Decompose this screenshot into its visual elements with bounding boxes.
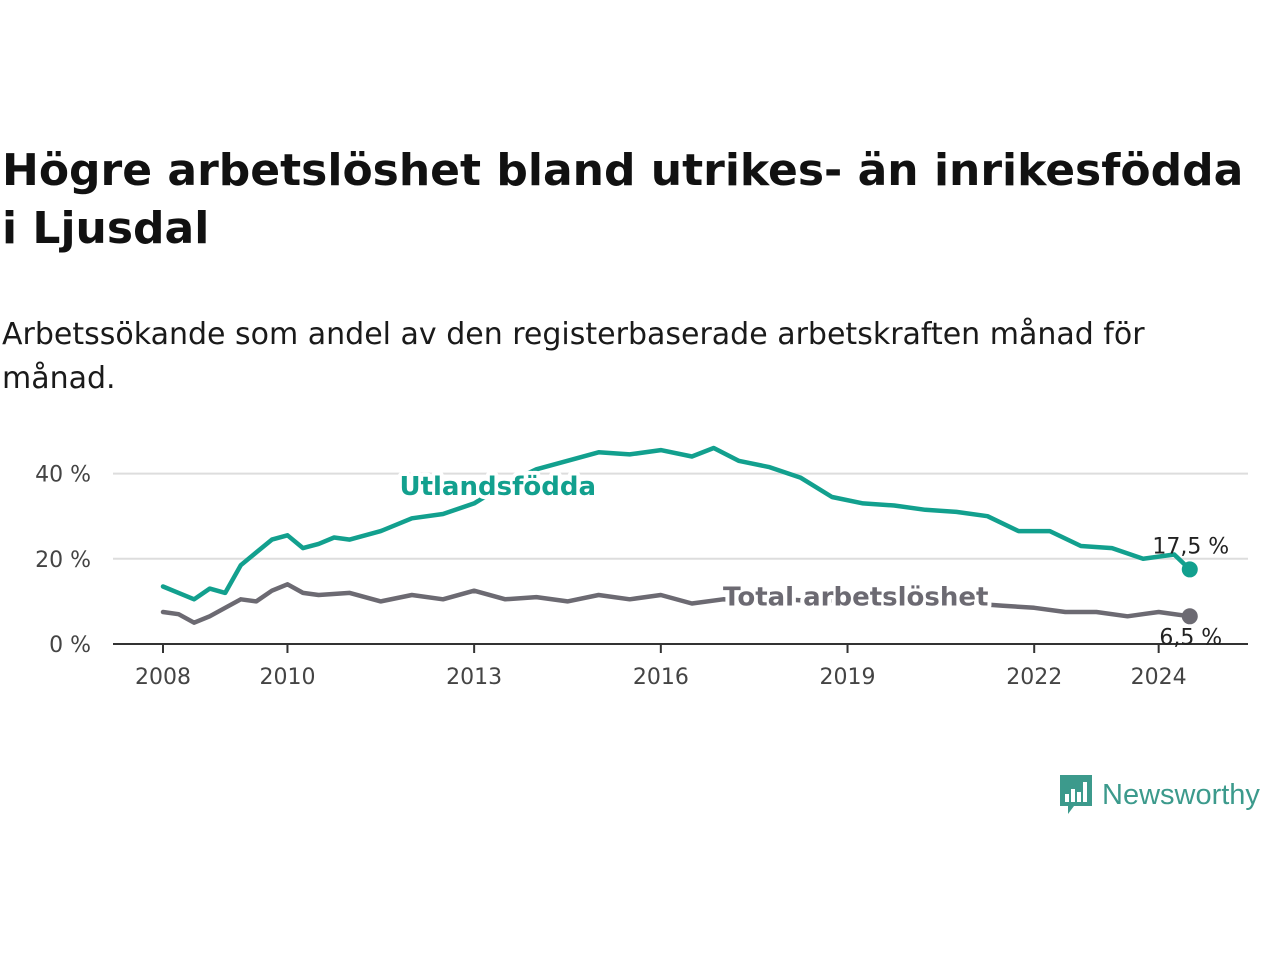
label-layer: 17,5 %6,5 %UtlandsföddaUtlandsföddaTotal… xyxy=(395,468,1229,650)
series-name-label-1: Utlandsfödda xyxy=(399,472,596,502)
x-tick-label: 2010 xyxy=(259,665,315,690)
x-tick-label: 2024 xyxy=(1131,665,1187,690)
y-tick-label: 20 % xyxy=(35,548,91,573)
series-name-label-halo-2: Total arbetslöshet xyxy=(723,583,988,613)
series-line-1 xyxy=(160,445,1193,602)
axis-layer: 0 % 20 % 40 % 2008 2010 2013 2016 2019 2022 2024 xyxy=(35,463,1248,690)
chart-subtitle: Arbetssökande som andel av den registerb… xyxy=(2,317,1145,396)
series-end-label-1: 17,5 % xyxy=(1152,534,1229,559)
series-end-point-2 xyxy=(1181,608,1198,625)
x-tick-label: 2008 xyxy=(135,665,191,690)
chart-title: Högre arbetslöshet bland utrikes- än inr… xyxy=(2,145,1244,254)
newsworthy-logo-text: Newsworthy xyxy=(1102,778,1260,811)
newsworthy-logo: Newsworthy xyxy=(1058,772,1260,818)
series-end-point-1 xyxy=(1181,561,1198,578)
x-tick-label: 2013 xyxy=(446,665,502,690)
grid-layer xyxy=(113,472,1248,560)
series-line-2 xyxy=(160,582,1193,625)
newsworthy-logo-icon xyxy=(1060,775,1092,814)
series-name-label-2: Total arbetslöshet xyxy=(723,583,988,613)
x-tick-label: 2016 xyxy=(633,665,689,690)
y-tick-label: 0 % xyxy=(49,633,91,658)
x-tick-label: 2019 xyxy=(820,665,876,690)
x-tick-label: 2022 xyxy=(1006,665,1062,690)
series-layer xyxy=(160,445,1198,625)
y-tick-label: 40 % xyxy=(35,463,91,488)
series-end-label-2: 6,5 % xyxy=(1159,625,1222,650)
series-name-label-halo-1: Utlandsfödda xyxy=(399,472,596,502)
line-chart: 0 %20 %40 %2008 2010 2013 2016 2019 2022 2024 … xyxy=(35,445,1248,690)
